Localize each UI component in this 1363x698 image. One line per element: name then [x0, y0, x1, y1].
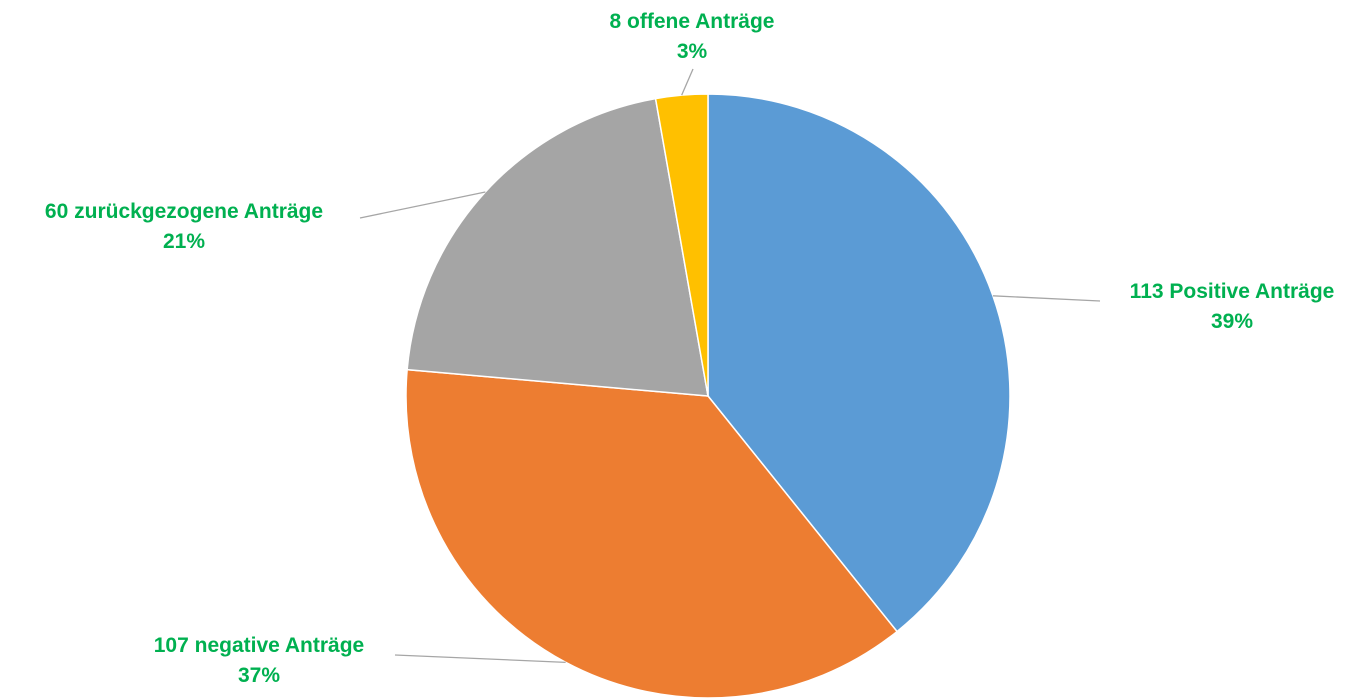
leader-line-1: [992, 295, 1101, 302]
pie-slice-2: [405, 368, 899, 698]
data-label-2: 107 negative Anträge 37%: [154, 634, 364, 687]
leader-line-3: [359, 191, 486, 219]
pie-slice-1: [707, 93, 1011, 633]
data-label-name: 60 zurückgezogene Anträge: [45, 200, 323, 223]
data-label-percent: 37%: [238, 664, 280, 687]
data-label-percent: 3%: [677, 40, 708, 63]
data-label-percent: 39%: [1211, 310, 1253, 333]
data-label-percent: 21%: [163, 230, 205, 253]
leader-line-2: [394, 654, 566, 663]
leader-lines: [359, 68, 1101, 663]
pie-slice-4: [654, 93, 709, 397]
data-labels: 113 Positive Anträge 39% 107 negative Antr…: [45, 10, 1334, 687]
leader-line-4: [681, 68, 694, 96]
data-label-name: 107 negative Anträge: [154, 634, 364, 657]
pie-slices: [405, 93, 1011, 698]
data-label-4: 8 offene Anträge 3%: [610, 10, 775, 63]
data-label-1: 113 Positive Anträge 39%: [1130, 280, 1335, 333]
data-label-name: 113 Positive Anträge: [1130, 280, 1335, 303]
data-label-3: 60 zurückgezogene Anträge 21%: [45, 200, 323, 253]
data-label-name: 8 offene Anträge: [610, 10, 775, 33]
